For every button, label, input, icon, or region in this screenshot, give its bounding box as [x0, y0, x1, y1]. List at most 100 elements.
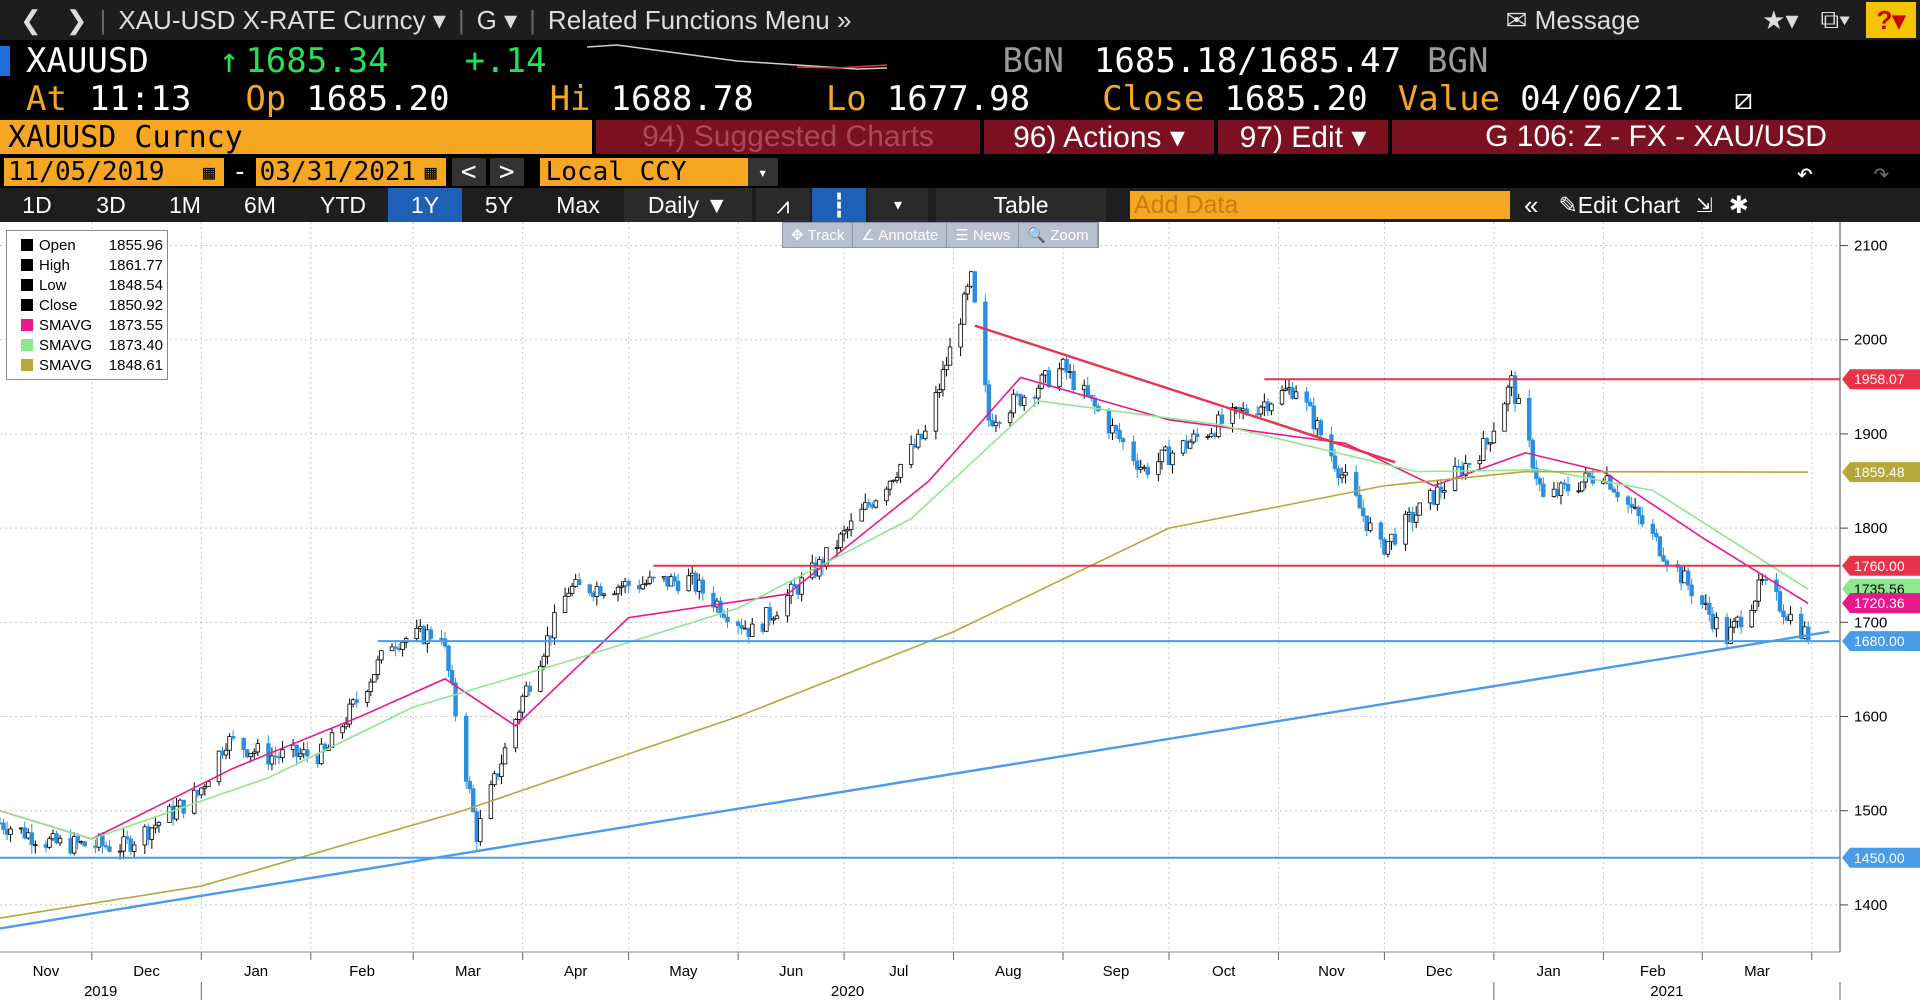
x-tick-label: Dec [1426, 963, 1453, 980]
candle-body [54, 833, 59, 844]
period-tab-1d[interactable]: 1D [22, 191, 52, 218]
candle-body [1657, 536, 1663, 557]
period-tab-3d[interactable]: 3D [96, 191, 126, 218]
candle-body [1286, 387, 1292, 390]
legend-value: 1848.61 [108, 356, 163, 374]
security-field[interactable]: XAUUSD Curncy [0, 120, 592, 155]
candle-body [1749, 609, 1754, 628]
security-dropdown[interactable]: XAU-USD X-RATE Curncy ▾ [118, 4, 446, 35]
price-tag [1842, 847, 1920, 868]
related-functions-menu[interactable]: Related Functions Menu » [547, 4, 852, 35]
candle-body [227, 736, 232, 751]
candle-body [199, 787, 204, 796]
candle-body [541, 655, 547, 667]
divider: | [457, 4, 465, 35]
candle-body [841, 530, 847, 535]
line-chart-icon[interactable]: ⩘ [756, 188, 810, 222]
candle-body [1678, 566, 1684, 584]
candle-body [711, 592, 716, 608]
candle-body [919, 433, 924, 440]
period-tab-max[interactable]: Max [556, 191, 600, 218]
candle-body [697, 579, 702, 592]
y-tick-label: 1900 [1854, 426, 1887, 443]
window-icon[interactable]: ⧉▾ [1820, 4, 1850, 34]
candle-body [132, 844, 137, 852]
candle-body [297, 753, 303, 757]
chart-edit-icon[interactable]: ⇲ [1696, 194, 1713, 217]
currency-select[interactable]: Local CCY [539, 157, 748, 187]
favorites-star-icon[interactable]: ★▾ [1762, 4, 1799, 35]
chart-tool-news[interactable]: ☰ News [947, 223, 1020, 247]
legend-name: SMAVG [39, 356, 93, 374]
redo-icon[interactable]: ↷ [1873, 155, 1890, 189]
help-button[interactable]: ? ▾ [1866, 2, 1916, 38]
candle-body [848, 520, 854, 530]
period-tab-ytd[interactable]: YTD [320, 191, 366, 218]
back-icon[interactable]: ❮ [20, 4, 42, 35]
end-date-field[interactable]: 03/31/2021 [255, 157, 416, 187]
candle-body [418, 626, 423, 629]
candle-body [474, 811, 479, 843]
candle-body [898, 464, 903, 478]
candle-body [1491, 430, 1497, 444]
add-data-input[interactable]: Add Data [1130, 191, 1510, 219]
table-button[interactable]: Table [936, 188, 1106, 222]
gear-icon[interactable]: ✱ [1728, 191, 1749, 219]
collapse-icon[interactable]: « [1524, 189, 1539, 220]
settings-icon[interactable]: ⧄ [1733, 81, 1753, 117]
actions-button[interactable]: 96) Actions ▾ [984, 120, 1214, 154]
candle-body [1368, 522, 1373, 532]
edit-chart-button[interactable]: ✎ Edit Chart [1558, 192, 1680, 219]
undo-icon[interactable]: ↶ [1796, 155, 1814, 189]
chevron-down-icon[interactable]: ▾ [747, 158, 778, 186]
candle-body [1541, 483, 1546, 497]
chart-tool-annotate[interactable]: ∠ Annotate [853, 223, 948, 247]
candle-body [1258, 406, 1264, 415]
forward-icon[interactable]: ❯ [65, 4, 88, 35]
period-tab-5y[interactable]: 5Y [484, 191, 514, 218]
legend-value: 1873.40 [108, 336, 163, 354]
chart-tool-zoom[interactable]: 🔍 Zoom [1019, 223, 1098, 247]
legend-name: SMAVG [39, 336, 93, 354]
period-bar: 1D 3D 1M 6M YTD 1Y 5Y Max Daily ▼ ⩘ ┇ ▾ Table A… [0, 188, 1920, 222]
candle-body [1389, 533, 1394, 543]
candle-body [1654, 532, 1659, 538]
candlestick-icon[interactable]: ┇ [812, 188, 866, 222]
candle-body [428, 629, 434, 639]
trendline [0, 630, 1830, 930]
period-tab-1m[interactable]: 1M [169, 191, 201, 218]
candle-body [527, 685, 532, 692]
prev-range-button[interactable]: < [451, 157, 486, 187]
suggested-charts-button[interactable]: 94) Suggested Charts [596, 120, 980, 154]
candle-body [1060, 358, 1066, 370]
candle-body [220, 750, 225, 756]
price-chart[interactable]: Nov Dec Jan Feb Mar Apr May Jun Jul Aug Sep Oct Nov D… [0, 222, 1920, 1001]
legend-value: 1873.55 [108, 316, 163, 334]
candle-body [1131, 441, 1136, 462]
next-range-button[interactable]: > [489, 157, 524, 187]
message-button[interactable]: ✉ Message [1500, 5, 1647, 36]
candle-body [601, 593, 607, 596]
calendar-icon[interactable]: ▦ [194, 158, 224, 186]
x-tick-label: Jun [779, 963, 803, 980]
period-tab-1y[interactable]: 1Y [388, 188, 462, 222]
function-dropdown[interactable]: G ▾ [476, 4, 518, 35]
calendar-icon[interactable]: ▦ [415, 158, 446, 186]
y-tick-label: 2000 [1854, 332, 1887, 349]
chart-tool-track[interactable]: ✥ Track [783, 223, 854, 247]
candle-body [1689, 584, 1694, 597]
candle-body [340, 726, 345, 734]
candle-body [1007, 412, 1013, 424]
period-tab-6m[interactable]: 6M [244, 191, 276, 218]
chart-area[interactable]: Nov Dec Jan Feb Mar Apr May Jun Jul Aug Sep Oct Nov D… [0, 222, 1920, 1001]
candle-body [446, 645, 451, 671]
start-date-field[interactable]: 11/05/2019 [4, 157, 194, 187]
candle-body [1209, 433, 1214, 437]
frequency-dropdown[interactable]: Daily ▼ [624, 188, 752, 222]
candle-body [1043, 370, 1048, 376]
edit-button[interactable]: 97) Edit ▾ [1218, 120, 1388, 154]
candle-body [1205, 436, 1211, 438]
chevron-down-icon[interactable]: ▾ [868, 188, 928, 222]
candle-body [354, 699, 359, 703]
candle-body [1064, 358, 1069, 373]
